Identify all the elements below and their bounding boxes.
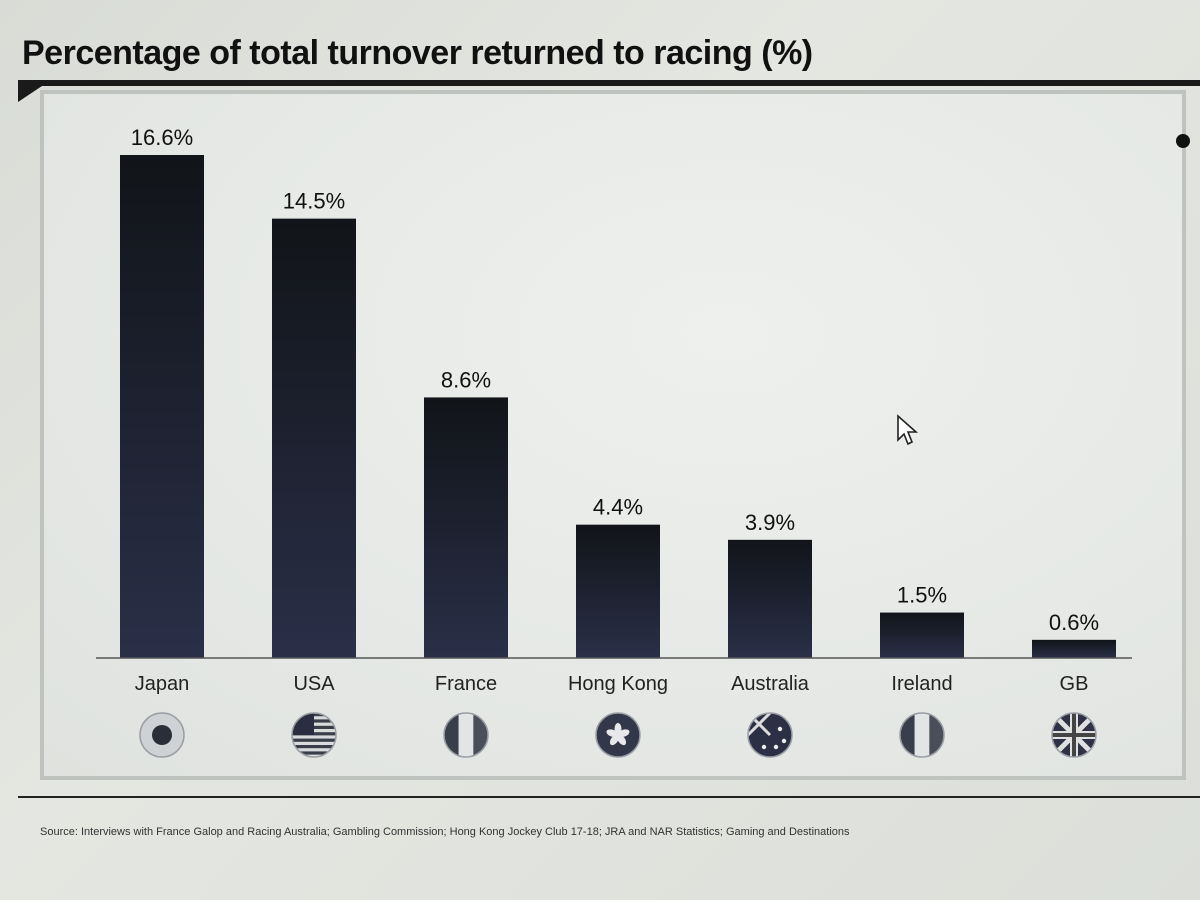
bar-value-label: 16.6%	[131, 125, 193, 150]
bar-value-label: 0.6%	[1049, 610, 1099, 635]
category-label: USA	[293, 673, 335, 695]
ireland-flag-icon	[899, 712, 945, 758]
source-note: Source: Interviews with France Galop and…	[40, 826, 850, 838]
bar-ireland	[880, 612, 964, 658]
footer-rule	[18, 796, 1200, 798]
japan-flag-icon	[139, 712, 185, 758]
title-tab	[18, 86, 42, 102]
france-flag-icon	[443, 712, 489, 758]
bar-france	[424, 397, 508, 658]
category-label: Japan	[135, 673, 190, 695]
category-label: Ireland	[891, 673, 952, 695]
bar-value-label: 14.5%	[283, 189, 345, 214]
category-label: Australia	[731, 673, 810, 695]
chart-panel	[40, 90, 1186, 780]
hong-kong-flag-icon	[595, 712, 641, 758]
title-rule	[18, 80, 1200, 86]
australia-flag-icon	[747, 712, 793, 758]
bar-usa	[272, 218, 356, 659]
chart-title: Percentage of total turnover returned to…	[22, 34, 813, 72]
bar-australia	[728, 539, 812, 658]
bar-value-label: 4.4%	[593, 495, 643, 520]
category-label: GB	[1060, 673, 1089, 695]
bar-value-label: 1.5%	[897, 583, 947, 608]
bar-japan	[120, 155, 204, 658]
gb-flag-icon	[1051, 712, 1097, 758]
bar-gb	[1032, 639, 1116, 658]
panel-corner-dot	[1176, 134, 1190, 148]
category-label: Hong Kong	[568, 673, 668, 695]
usa-flag-icon	[291, 712, 337, 758]
bar-value-label: 3.9%	[745, 510, 795, 535]
bar-value-label: 8.6%	[441, 367, 491, 392]
mouse-cursor-icon	[897, 414, 919, 446]
category-label: France	[435, 673, 497, 695]
bar-hong-kong	[576, 524, 660, 658]
